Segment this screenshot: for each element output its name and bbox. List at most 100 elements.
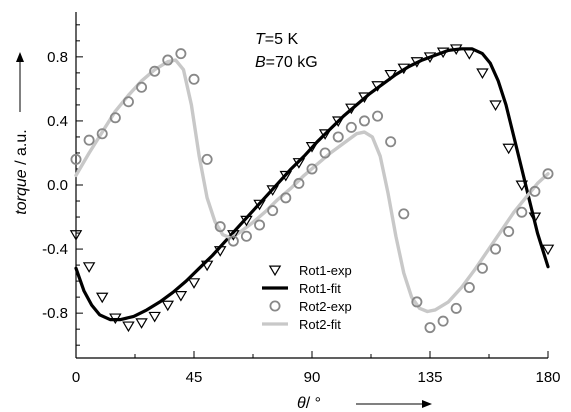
legend-rot2-fit-label: Rot2-fit [299,317,341,332]
rot1-exp-point [384,69,397,81]
x-axis-label-symbol: θ [297,395,306,412]
rot1-exp-point [122,321,135,333]
rot1-exp-point [423,52,437,63]
rot1-fit-line [74,47,550,322]
rot1-exp-point [345,103,358,115]
rot1-exp-point [213,246,227,257]
y-tick-label: -0.4 [42,241,68,258]
rot2-exp-point [358,115,370,127]
rot2-exp-point [83,134,95,146]
rot2-exp-point [345,121,357,133]
rot1-exp-point [358,92,371,104]
x-tick-label: 180 [535,369,560,386]
rot2-exp-point [450,302,462,314]
rot2-exp-point [136,81,148,93]
rot1-exp-point [371,81,384,92]
rot1-exp-point [318,129,332,140]
rot2-exp-point [503,225,515,237]
x-tick-label: 135 [417,369,442,386]
rot1-exp-point [266,185,279,196]
rot2-exp-point [96,128,108,140]
rot1-exp-point [410,57,424,68]
rot1-exp-point [541,244,555,256]
rot2-exp-point [332,131,344,143]
x-axis-label-unit: / ° [306,395,321,412]
legend-rot1-exp-label: Rot1-exp [299,263,352,278]
rot1-exp-point [161,300,175,312]
rot1-exp-point [397,63,411,75]
y-tick-label: 0.8 [47,49,68,66]
rot1-exp-point [187,278,201,289]
rot1-exp-point [476,68,489,79]
y-axis-arrow [16,52,24,112]
rot2-exp-point [214,221,226,233]
annotation-temperature: T=5 K [255,31,298,48]
field-symbol: B [255,54,266,71]
rot2-exp-point [293,177,305,189]
legend-rot1-exp-swatch [268,265,282,277]
rot2-exp-point [280,192,292,204]
rot2-exp-point [385,136,397,148]
x-axis-label: θ/ ° [297,395,321,412]
rot2-exp-point [149,65,161,77]
rot1-exp-point [227,230,240,241]
rot1-exp-point [436,47,450,59]
tick-labels: 0 45 90 135 180 0.8 0.4 0.0 -0.4 -0.8 [42,49,560,386]
rot1-exp-point [463,49,476,60]
rot2-exp-point [411,296,423,308]
rot2-exp-point [424,322,436,334]
y-axis-label-word: torque [13,169,30,214]
rot1-exp-point [449,44,463,55]
rot1-exp-point [331,116,345,128]
rot2-exp-point [490,243,502,255]
rot1-exp-point [200,260,214,272]
rot2-exp-point [109,112,121,124]
rot1-exp-point [135,318,148,329]
rot2-exp-point [437,315,449,327]
rot1-exp-point [515,180,529,192]
y-tick-label: 0.4 [47,113,68,130]
x-tick-label: 45 [186,369,203,386]
rot2-exp-point [372,110,384,122]
x-tick-label: 0 [72,369,80,386]
rot2-exp-point [175,48,187,60]
y-tick-label: -0.8 [42,305,68,322]
rot2-exp-point [122,96,134,108]
legend-rot2-exp-label: Rot2-exp [299,299,352,314]
rot2-exp-point [319,147,331,159]
rot1-exp-point [502,143,515,155]
temperature-value: =5 K [265,31,299,48]
x-tick-label: 90 [304,369,321,386]
field-value: =70 kG [266,54,318,71]
rot2-exp-point [463,282,475,294]
legend: Rot1-exp Rot1-fit Rot2-exp Rot2-fit [262,263,352,332]
rot1-exp-point [279,170,293,182]
legend-rot2-exp-swatch [269,300,281,312]
rot1-exp-point [82,262,96,273]
rot1-exp-point [95,292,109,304]
rot2-exp-point [162,54,174,66]
rot1-exp-point [292,158,306,169]
rot2-exp-point [201,153,213,165]
rot1-exp-point [109,313,122,325]
rot2-exp-point [240,230,252,242]
y-axis-label-unit: / a.u. [13,129,30,169]
rot2-exp-point [188,73,200,85]
rot2-exp-point [70,153,82,165]
rot2-fit-line [74,58,550,314]
rot2-exp-point [529,185,541,197]
rot1-exp-point [174,291,188,302]
rot2-exp-point [267,205,279,217]
rot1-exp-point [69,230,83,241]
rot1-exp-point [489,100,502,112]
rot2-exp-point [542,168,554,180]
y-tick-label: 0.0 [47,177,68,194]
rot2-exp-point [398,208,410,220]
rot2-exp-point [476,262,488,274]
rot2-exp-point [516,206,528,218]
rot1-exp-point [253,199,266,211]
legend-rot1-fit-label: Rot1-fit [299,281,341,296]
series-layer [69,44,555,334]
rot2-exp-point [306,163,318,175]
